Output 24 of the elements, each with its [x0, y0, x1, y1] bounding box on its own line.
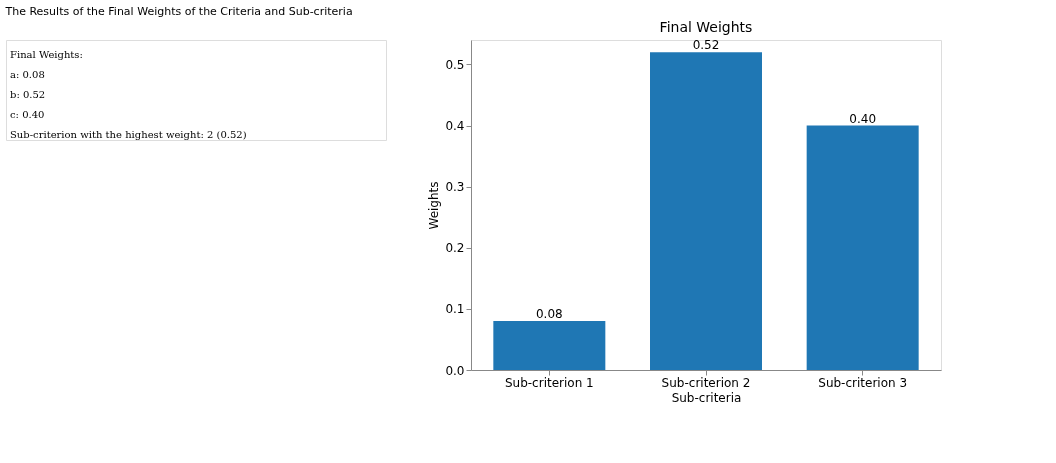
- y-tick-label: 0.4: [445, 119, 465, 134]
- y-tick-label: 0.2: [445, 241, 465, 256]
- data-label: 0.40: [849, 111, 877, 126]
- y-tick-label: 0.3: [445, 180, 465, 195]
- y-axis-title: Weights: [427, 181, 442, 230]
- text: c: 0.40: [10, 109, 45, 120]
- text: Sub-criterion with the highest weight: 2 (0.52): [10, 129, 247, 140]
- x-tick-label: Sub-criterion 3: [818, 375, 908, 390]
- text: The Results of the Final Weights of the Criteria and Sub-criteria: [4, 4, 353, 18]
- data-label: 0.08: [535, 307, 563, 322]
- bar: [806, 125, 919, 370]
- data-label: 0.52: [692, 38, 720, 53]
- x-axis-title: Sub-criteria: [671, 390, 742, 405]
- chart-title: Final Weights: [659, 19, 753, 36]
- y-tick-label: 0.0: [445, 363, 465, 378]
- text: b: 0.52: [10, 89, 46, 100]
- x-tick-label: Sub-criterion 1: [504, 375, 594, 390]
- text: Final Weights:: [10, 49, 83, 60]
- y-tick-label: 0.1: [445, 302, 465, 317]
- y-tick-label: 0.5: [445, 57, 465, 72]
- x-tick-label: Sub-criterion 2: [661, 375, 751, 390]
- bar: [650, 52, 762, 370]
- bar: [493, 321, 606, 370]
- text: a: 0.08: [10, 69, 45, 80]
